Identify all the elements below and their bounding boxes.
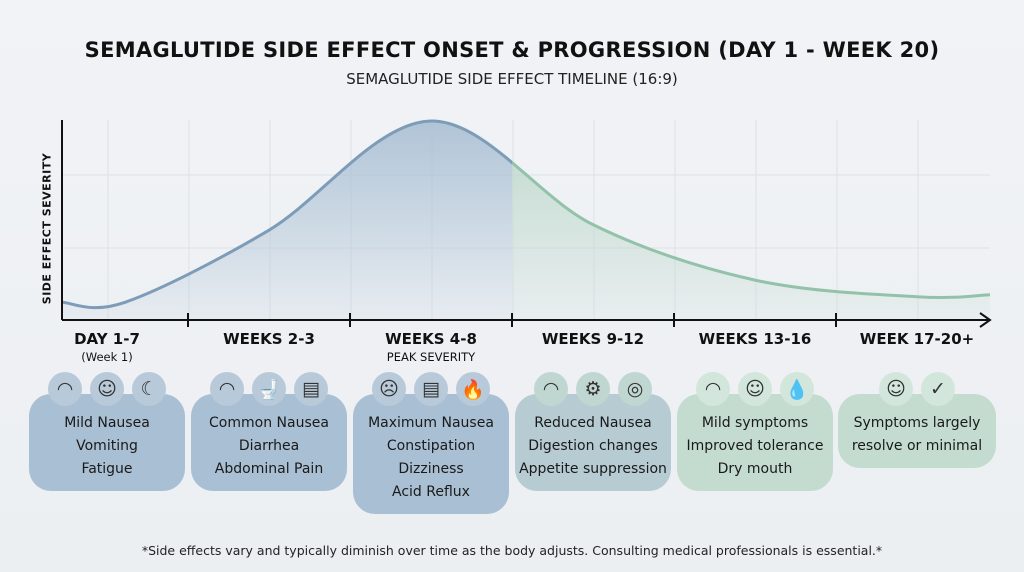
symptom-item: Diarrhea	[238, 438, 300, 454]
severity-curve-early	[61, 119, 512, 310]
plate-cutlery-icon: ◎	[618, 372, 652, 406]
page-subtitle: SEMAGLUTIDE SIDE EFFECT TIMELINE (16:9)	[346, 70, 678, 88]
vomiting-face-icon: ☹	[372, 372, 406, 406]
symptom-box: Common Nausea Diarrhea Abdominal Pain	[191, 394, 347, 491]
y-axis-label: SIDE EFFECT SEVERITY	[40, 152, 54, 305]
page-title: SEMAGLUTIDE SIDE EFFECT ONSET & PROGRESS…	[84, 38, 940, 62]
symptom-item: Mild symptoms	[701, 415, 809, 431]
symptom-item: Reduced Nausea	[534, 415, 652, 431]
phase-sublabel	[674, 350, 836, 364]
phase-icons: ◠ 🚽 ▤	[188, 372, 350, 406]
phase-label: WEEKS 13-16	[698, 330, 812, 348]
severity-area-early	[62, 120, 512, 320]
symptom-box: Reduced Nausea Digestion changes Appetite …	[515, 394, 671, 491]
toilet-icon: 🚽	[252, 372, 286, 406]
phase-sublabel: PEAK SEVERITY	[386, 350, 476, 364]
severity-curve-late	[512, 160, 991, 300]
phase-icons: ◠ ⚙ ◎	[512, 372, 674, 406]
symptom-item: Digestion changes	[528, 438, 658, 454]
symptom-item: resolve or minimal	[851, 438, 983, 454]
symptom-item: Dizziness	[398, 461, 464, 477]
symptom-box: Mild symptoms Improved tolerance Dry mouth	[677, 394, 833, 491]
stomach-icon: ◠	[210, 372, 244, 406]
phase-6: WEEK 17-20+ ☺ ✓ Symptoms largely resolve or …	[836, 330, 998, 468]
phase-icons: ◠ ☺ ☾	[26, 372, 188, 406]
intestine-icon: ▤	[294, 372, 328, 406]
stomach-icon: ◠	[534, 372, 568, 406]
phase-label: DAY 1-7	[74, 330, 140, 348]
phase-icons: ☺ ✓	[836, 372, 998, 406]
phase-sublabel	[512, 350, 674, 364]
symptom-item: Constipation	[386, 438, 476, 454]
symptom-item: Mild Nausea	[64, 415, 150, 431]
phase-icons: ☹ ▤ 🔥	[350, 372, 512, 406]
smiley-icon: ☺	[738, 372, 772, 406]
symptom-item: Dry mouth	[717, 461, 793, 477]
phase-label: WEEKS 9-12	[541, 330, 645, 348]
phase-3: WEEKS 4-8 PEAK SEVERITY ☹ ▤ 🔥 Maximum Nausea C…	[350, 330, 512, 514]
phase-label: WEEKS 4-8	[385, 330, 477, 348]
phase-label: WEEK 17-20+	[859, 330, 975, 348]
symptom-item: Appetite suppression	[519, 461, 667, 477]
fire-icon: 🔥	[456, 372, 490, 406]
head-icon: ☺	[90, 372, 124, 406]
stomach-icon: ◠	[696, 372, 730, 406]
symptom-box: Symptoms largely resolve or minimal	[838, 394, 996, 468]
symptom-item: Abdominal Pain	[214, 461, 324, 477]
phase-2: WEEKS 2-3 ◠ 🚽 ▤ Common Nausea Diarrhea Abdomin…	[188, 330, 350, 491]
symptom-item: Improved tolerance	[686, 438, 824, 454]
phase-sublabel: (Week 1)	[81, 350, 133, 364]
footnote: *Side effects vary and typically diminis…	[141, 543, 883, 558]
phase-sublabel	[836, 350, 998, 364]
phase-1: DAY 1-7 (Week 1) ◠ ☺ ☾ Mild Nausea Vomiting Fat…	[26, 330, 188, 491]
symptom-box: Maximum Nausea Constipation Dizziness Acid …	[353, 394, 509, 514]
phase-sublabel	[188, 350, 350, 364]
checkmark-icon: ✓	[921, 372, 955, 406]
phase-icons: ◠ ☺ 💧	[674, 372, 836, 406]
intestine-icon: ▤	[414, 372, 448, 406]
symptom-box: Mild Nausea Vomiting Fatigue	[29, 394, 185, 491]
phase-label: WEEKS 2-3	[223, 330, 315, 348]
water-drop-icon: 💧	[780, 372, 814, 406]
gears-icon: ⚙	[576, 372, 610, 406]
phase-4: WEEKS 9-12 ◠ ⚙ ◎ Reduced Nausea Digestion cha…	[512, 330, 674, 491]
symptom-item: Symptoms largely	[853, 415, 981, 431]
symptom-item: Vomiting	[76, 438, 138, 454]
phase-5: WEEKS 13-16 ◠ ☺ 💧 Mild symptoms Improved tole…	[674, 330, 836, 491]
moon-sleep-icon: ☾	[132, 372, 166, 406]
x-axis-arrow	[979, 312, 992, 328]
symptom-item: Fatigue	[81, 461, 133, 477]
symptom-item: Common Nausea	[209, 415, 329, 431]
stomach-icon: ◠	[48, 372, 82, 406]
severity-area-late	[512, 162, 990, 320]
symptom-item: Maximum Nausea	[368, 415, 494, 431]
symptom-item: Acid Reflux	[392, 484, 470, 500]
happy-person-icon: ☺	[879, 372, 913, 406]
